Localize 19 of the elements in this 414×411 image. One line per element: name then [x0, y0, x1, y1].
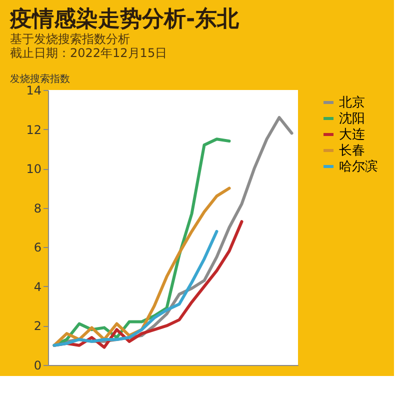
- chart-title: 疫情感染走势分析-东北: [9, 6, 240, 32]
- legend-label: 北京: [339, 96, 365, 110]
- line-series: [52, 230, 218, 347]
- y-tick-label: 8: [34, 201, 42, 216]
- y-tick-label: 4: [34, 280, 42, 294]
- legend-label: 哈尔滨: [339, 158, 378, 174]
- y-tick-label: 12: [26, 122, 42, 137]
- legend-label: 大连: [339, 128, 365, 142]
- chart-subtitle: 基于发烧搜索指数分析: [10, 32, 130, 46]
- y-tick-label: 0: [34, 358, 42, 372]
- legend-label: 长春: [339, 144, 365, 158]
- y-axis-title: 发烧搜索指数: [10, 73, 70, 85]
- y-tick-label: 14: [26, 84, 42, 98]
- text: 截止日期：2022年12月15日: [10, 46, 168, 60]
- y-tick-label: 6: [34, 240, 42, 255]
- line-series: [52, 186, 231, 347]
- legend-label: 沈阳: [339, 112, 365, 126]
- y-tick-label: 2: [34, 319, 42, 334]
- y-tick-label: 10: [26, 162, 42, 176]
